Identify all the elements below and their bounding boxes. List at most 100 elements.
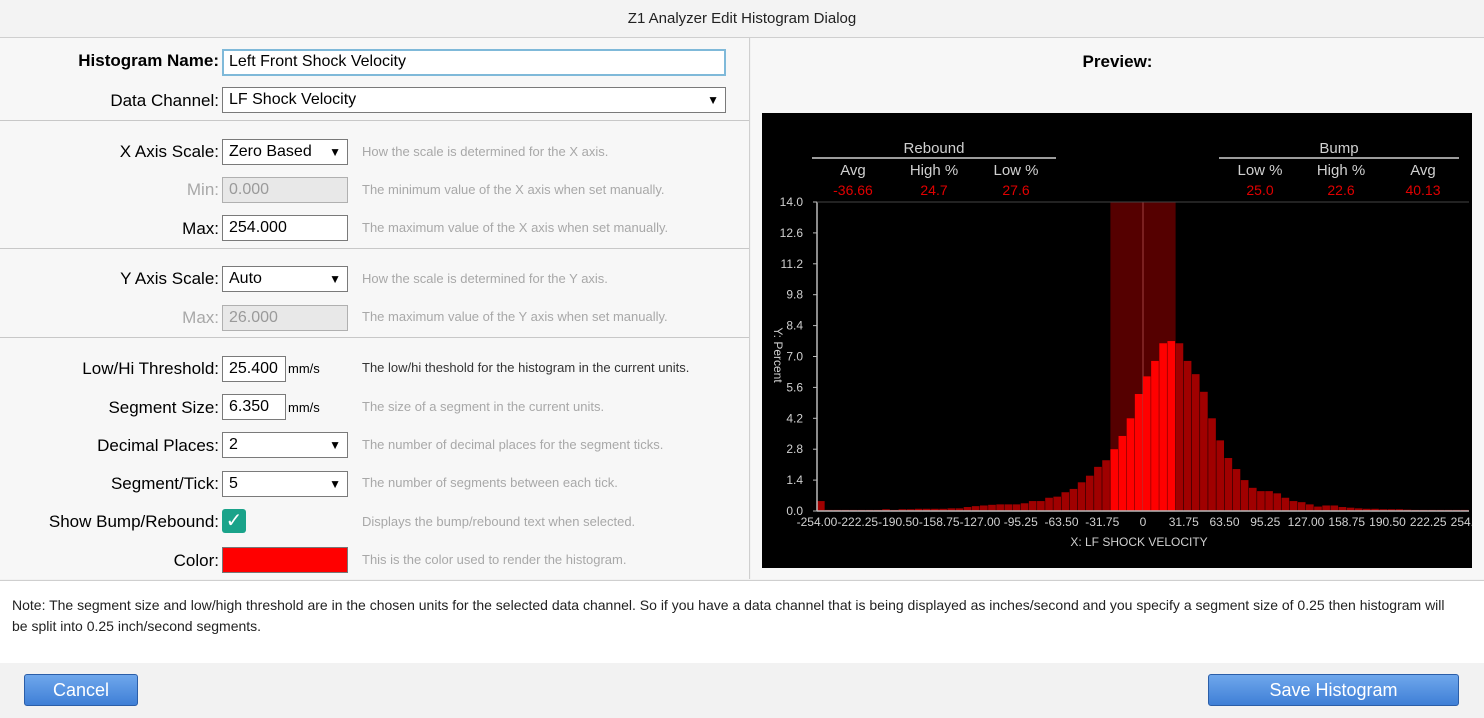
y-tick-label: 12.6 (780, 226, 804, 240)
segment-tick-label: Segment/Tick: (110, 474, 219, 493)
x-min-input[interactable]: 0.000 (222, 177, 348, 203)
histogram-bar (1200, 391, 1208, 511)
decimal-places-select[interactable]: 2 ▼ (222, 432, 348, 458)
x-tick-label: 31.75 (1169, 515, 1199, 529)
chevron-down-icon: ▼ (707, 93, 719, 107)
section-divider (0, 337, 749, 338)
histogram-bar (1134, 394, 1143, 511)
histogram-bar (914, 508, 923, 511)
x-min-hint: The minimum value of the X axis when set… (362, 182, 665, 197)
y-max-label: Max: (182, 308, 219, 327)
histogram-bar (1379, 509, 1387, 511)
histogram-bar (922, 508, 931, 511)
histogram-bar (939, 508, 947, 511)
histogram-bar (1167, 341, 1176, 511)
histogram-bar (988, 504, 996, 511)
histogram-bar (1297, 502, 1306, 511)
preview-panel: Preview: Rebound Avg High % Low % -36.66… (751, 38, 1484, 579)
histogram-bar (817, 501, 825, 511)
histogram-bar (1208, 418, 1216, 511)
chevron-down-icon: ▼ (329, 477, 341, 491)
chevron-down-icon: ▼ (329, 438, 341, 452)
histogram-bar (1037, 501, 1045, 511)
histogram-bar (1322, 505, 1330, 511)
histogram-bar (1191, 374, 1200, 511)
histogram-bar (1216, 440, 1224, 511)
data-channel-value: LF Shock Velocity (229, 91, 357, 108)
section-divider (0, 120, 749, 121)
histogram-bar (1110, 449, 1119, 511)
histogram-bar (1094, 466, 1102, 511)
show-bump-rebound-label: Show Bump/Rebound: (48, 512, 219, 531)
x-tick-label: -127.00 (960, 515, 1001, 529)
window-title: Z1 Analyzer Edit Histogram Dialog (0, 0, 1484, 38)
check-icon: ✓ (225, 510, 243, 532)
x-tick-label: 254.00 (1451, 515, 1472, 529)
x-tick-label: 158.75 (1328, 515, 1365, 529)
histogram-bar (1175, 343, 1184, 511)
chevron-down-icon: ▼ (329, 145, 341, 159)
histogram-bar (1126, 418, 1135, 511)
x-tick-label: 190.50 (1369, 515, 1406, 529)
threshold-hint: The low/hi theshold for the histogram in… (362, 360, 690, 375)
y-axis-scale-select[interactable]: Auto ▼ (222, 266, 348, 292)
histogram-bar (882, 509, 890, 511)
rebound-avg-value: -36.66 (833, 182, 873, 198)
cancel-button[interactable]: Cancel (24, 674, 138, 706)
segment-size-unit: mm/s (288, 400, 320, 415)
histogram-bar (955, 508, 964, 511)
histogram-bar (1232, 469, 1241, 511)
bump-high-value: 22.6 (1327, 182, 1354, 198)
x-tick-label: -222.25 (837, 515, 878, 529)
section-divider (0, 248, 749, 249)
histogram-bar (1314, 506, 1322, 511)
histogram-bar (1240, 480, 1249, 511)
histogram-bar (1363, 508, 1371, 511)
show-bump-rebound-checkbox[interactable]: ✓ (222, 509, 246, 533)
histogram-bar (1281, 497, 1290, 511)
save-histogram-button[interactable]: Save Histogram (1208, 674, 1459, 706)
histogram-bar (931, 508, 939, 511)
x-max-hint: The maximum value of the X axis when set… (362, 220, 669, 235)
threshold-input[interactable]: 25.400 (222, 356, 286, 382)
color-picker[interactable] (222, 547, 348, 573)
threshold-label: Low/Hi Threshold: (82, 359, 219, 378)
bump-high-header: High % (1317, 162, 1365, 179)
x-tick-label: -63.50 (1044, 515, 1078, 529)
decimal-places-value: 2 (229, 436, 238, 453)
histogram-name-label: Histogram Name: (78, 51, 219, 70)
histogram-bar (1183, 360, 1192, 511)
y-axis-scale-label: Y Axis Scale: (120, 269, 219, 288)
histogram-bar (1354, 508, 1363, 511)
x-min-label: Min: (186, 180, 219, 199)
y-tick-label: 8.4 (786, 319, 803, 333)
y-max-hint: The maximum value of the Y axis when set… (362, 309, 668, 324)
data-channel-select[interactable]: LF Shock Velocity ▼ (222, 87, 726, 113)
y-tick-label: 7.0 (786, 350, 803, 364)
segment-tick-select[interactable]: 5 ▼ (222, 471, 348, 497)
segment-size-input[interactable]: 6.350 (222, 394, 286, 420)
x-max-label: Max: (182, 219, 219, 238)
y-tick-label: 5.6 (786, 380, 803, 394)
histogram-bar (1077, 482, 1086, 511)
x-tick-label: 95.25 (1250, 515, 1280, 529)
histogram-bar (1289, 501, 1298, 511)
x-axis-scale-select[interactable]: Zero Based ▼ (222, 139, 348, 165)
segment-size-label: Segment Size: (108, 398, 219, 417)
preview-title: Preview: (1082, 52, 1153, 71)
segment-tick-hint: The number of segments between each tick… (362, 475, 618, 490)
decimal-places-label: Decimal Places: (97, 436, 219, 455)
bump-avg-value: 40.13 (1405, 182, 1440, 198)
y-max-input[interactable]: 26.000 (222, 305, 348, 331)
rebound-high-value: 24.7 (920, 182, 947, 198)
x-tick-label: -158.75 (919, 515, 960, 529)
histogram-bar (1028, 501, 1037, 511)
histogram-name-input[interactable]: Left Front Shock Velocity (222, 49, 726, 76)
histogram-bar (1306, 504, 1314, 511)
x-tick-label: -254.00 (797, 515, 838, 529)
x-tick-label: 63.50 (1209, 515, 1239, 529)
y-tick-label: 0.0 (786, 504, 803, 518)
x-max-input[interactable]: 254.000 (222, 215, 348, 241)
histogram-bar (1338, 507, 1347, 511)
x-axis-label: X: LF SHOCK VELOCITY (1070, 535, 1207, 549)
